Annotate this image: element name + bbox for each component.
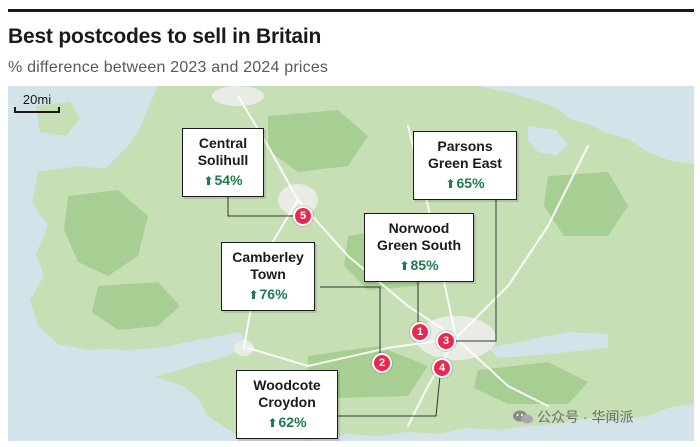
place-name-line2: Solihull bbox=[197, 152, 249, 168]
forest-kent bbox=[474, 362, 588, 404]
up-arrow-icon: ⬆ bbox=[267, 416, 278, 430]
place-label-norwood-green-south[interactable]: Norwood Green South ⬆85% bbox=[364, 213, 474, 282]
up-arrow-icon: ⬆ bbox=[399, 259, 410, 273]
place-change-value: 76% bbox=[259, 286, 288, 302]
place-label-woodcote-croydon[interactable]: Woodcote Croydon ⬆62% bbox=[236, 370, 338, 439]
place-change: ⬆54% bbox=[187, 171, 259, 190]
place-name-line1: Central bbox=[198, 135, 248, 151]
sea-east bbox=[478, 86, 694, 164]
rank-marker-5[interactable]: 5 bbox=[293, 206, 313, 226]
watermark-text: 公众号 · 华闻派 bbox=[537, 409, 634, 425]
rank-marker-1[interactable]: 1 bbox=[410, 322, 430, 342]
place-change: ⬆85% bbox=[369, 256, 469, 275]
scale-label: 20mi bbox=[22, 92, 52, 107]
wechat-icon bbox=[513, 410, 533, 424]
sea-wash bbox=[528, 126, 568, 156]
sea-bristol-channel bbox=[8, 332, 248, 396]
place-change-value: 62% bbox=[278, 414, 307, 430]
place-change: ⬆62% bbox=[241, 413, 333, 432]
sea-channel bbox=[308, 404, 694, 441]
thames-estuary bbox=[488, 332, 608, 358]
place-name-line1: Camberley bbox=[232, 249, 304, 265]
top-rule bbox=[8, 9, 694, 12]
place-change-value: 85% bbox=[410, 257, 439, 273]
place-change-value: 54% bbox=[214, 172, 243, 188]
place-label-parsons-green-east[interactable]: Parsons Green East ⬆65% bbox=[413, 131, 517, 200]
forest-wales-south bbox=[92, 282, 180, 330]
map-scale: 20mi bbox=[14, 92, 60, 113]
place-name-line1: Woodcote bbox=[253, 377, 321, 393]
up-arrow-icon: ⬆ bbox=[445, 177, 456, 191]
rank-marker-3[interactable]: 3 bbox=[436, 331, 456, 351]
scale-bar bbox=[14, 107, 60, 113]
forest-east bbox=[544, 172, 628, 236]
rank-marker-2[interactable]: 2 bbox=[372, 353, 392, 373]
place-change-value: 65% bbox=[456, 175, 485, 191]
rank-marker-4[interactable]: 4 bbox=[432, 358, 452, 378]
place-change: ⬆76% bbox=[226, 285, 310, 304]
up-arrow-icon: ⬆ bbox=[248, 288, 259, 302]
page-title: Best postcodes to sell in Britain bbox=[8, 25, 322, 48]
place-name-line2: Croydon bbox=[258, 394, 316, 410]
place-name-line1: Norwood bbox=[388, 220, 450, 236]
place-change: ⬆65% bbox=[418, 174, 512, 193]
leader-line-3 bbox=[454, 190, 497, 342]
page-subtitle: % difference between 2023 and 2024 price… bbox=[8, 59, 329, 76]
place-name-line2: Green East bbox=[428, 155, 502, 171]
place-name-line2: Green South bbox=[376, 237, 461, 253]
forest-wales bbox=[64, 190, 148, 276]
up-arrow-icon: ⬆ bbox=[203, 174, 214, 188]
watermark: 公众号 · 华闻派 bbox=[512, 407, 633, 427]
map-basemap bbox=[8, 86, 694, 441]
place-name-line1: Parsons bbox=[437, 138, 493, 154]
place-label-camberley-town[interactable]: Camberley Town ⬆76% bbox=[221, 242, 315, 311]
place-name-line2: Town bbox=[250, 266, 286, 282]
leader-line-4 bbox=[338, 375, 441, 417]
leader-line-2 bbox=[320, 286, 381, 354]
land-anglesey bbox=[36, 102, 80, 136]
map[interactable] bbox=[8, 86, 694, 441]
forest-midlands bbox=[268, 110, 368, 172]
place-label-central-solihull[interactable]: Central Solihull ⬆54% bbox=[182, 128, 264, 197]
